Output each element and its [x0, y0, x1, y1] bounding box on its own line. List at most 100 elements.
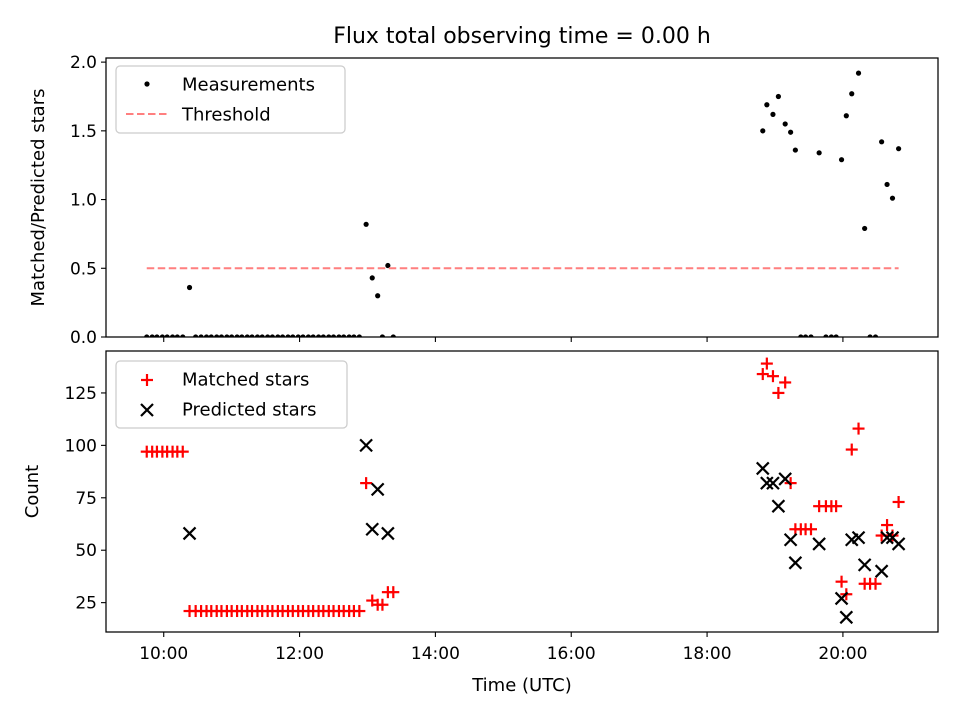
matched-stars-point [376, 598, 389, 611]
measurements-point [154, 334, 160, 337]
bottom-xtick-label: 18:00 [683, 644, 732, 664]
matched-stars-point [779, 376, 792, 389]
matched-stars-point [835, 575, 848, 588]
matched-stars-point [881, 519, 894, 532]
measurements-point [149, 334, 155, 337]
measurements-point [760, 128, 766, 134]
legend-measurements-label: Measurements [182, 75, 315, 96]
measurements-point [363, 221, 369, 227]
measurements-point [379, 334, 386, 337]
predicted-stars-point [359, 438, 373, 453]
bottom-xtick-label: 20:00 [818, 644, 867, 664]
measurements-point [802, 334, 809, 337]
top-ytick-layer: 0.0 0.5 1.0 1.5 2.0 [70, 53, 106, 348]
measurements-point [315, 334, 322, 337]
predicted-stars-point [778, 472, 792, 486]
measurements-point [390, 334, 396, 337]
measurements-point [239, 334, 245, 337]
bottom-ytick-label: 75 [75, 489, 97, 509]
bottom-legend: Matched stars Predicted stars [115, 360, 348, 429]
bottom-xtick-label: 16:00 [547, 644, 596, 664]
measurements-point [224, 334, 230, 337]
matched-stars-point [766, 370, 779, 383]
measurements-point [244, 334, 250, 337]
measurements-point [346, 334, 352, 337]
predicted-stars-point [880, 530, 894, 545]
measurements-point [326, 334, 332, 337]
top-xtick-layer [163, 337, 844, 342]
measurements-point [764, 102, 770, 108]
predicted-stars-point [812, 537, 826, 551]
measurements-point [351, 334, 357, 337]
top-legend-box [115, 65, 346, 134]
bottom-xtick-layer: 10:00 12:00 14:00 16:00 18:00 20:00 [139, 632, 867, 664]
measurements-point [849, 91, 855, 97]
measurements-point [279, 334, 286, 337]
measurements-point [164, 334, 170, 337]
bottom-plot-area [140, 357, 906, 625]
measurements-point [203, 334, 210, 337]
top-ytick-label: 0.0 [70, 328, 97, 348]
bottom-ytick-layer: 25 50 75 100 125 [65, 384, 106, 614]
predicted-stars-point [834, 591, 849, 606]
measurements-point [180, 334, 186, 337]
bottom-ytick-label: 100 [65, 436, 97, 456]
predicted-stars-point [365, 522, 380, 537]
measurements-point [823, 334, 829, 337]
matched-stars-point [360, 477, 373, 490]
predicted-stars-point [851, 530, 866, 545]
measurements-point [169, 334, 176, 337]
measurements-point [872, 334, 879, 337]
measurements-point [234, 334, 240, 337]
bottom-xlabel: Time (UTC) [471, 675, 572, 696]
predicted-stars-point [760, 476, 774, 490]
matched-stars-point [760, 357, 773, 370]
predicted-stars-point [370, 482, 385, 497]
measurements-point [310, 334, 316, 337]
bottom-axes-frame [105, 350, 939, 633]
measurements-point [249, 334, 255, 337]
matched-stars-point [869, 577, 882, 590]
measurements-point [159, 334, 165, 337]
bottom-panel: 25 50 75 100 125 10:00 12:00 14:00 16:00 18:00 20… [22, 350, 939, 696]
measurements-point [218, 334, 225, 337]
measurements-point [174, 334, 180, 337]
measurements-point [265, 334, 271, 337]
legend-threshold-label: Threshold [181, 105, 271, 126]
predicted-stars-point [182, 526, 197, 541]
measurements-point [295, 334, 301, 337]
bottom-xtick-label: 12:00 [275, 644, 324, 664]
measurements-point [229, 334, 235, 337]
matched-stars-point [892, 495, 905, 508]
top-panel: 0.00.51.01.52.0 Matched/Predicted stars … [28, 53, 939, 348]
measurements-point [375, 293, 381, 299]
predicted-stars-point [783, 532, 798, 547]
legend-predicted-stars-label: Predicted stars [182, 400, 316, 421]
measurements-point [770, 111, 776, 117]
measurements-point [369, 275, 375, 281]
top-ytick-label: 1.0 [70, 191, 97, 211]
figure-title: Flux total observing time = 0.00 h [333, 24, 711, 49]
measurements-point [186, 284, 193, 291]
measurements-point [198, 334, 204, 337]
predicted-stars-point [755, 461, 770, 476]
measurements-point [788, 129, 794, 135]
bottom-ytick-label: 125 [65, 384, 97, 404]
top-ytick-label: 0.5 [70, 259, 97, 279]
measurements-point [808, 334, 814, 337]
measurements-point [144, 334, 150, 337]
measurements-point [259, 334, 265, 337]
measurements-point [285, 334, 291, 337]
predicted-stars-point [766, 476, 780, 490]
measurements-point [214, 334, 220, 337]
top-legend: Measurements Threshold [115, 65, 346, 134]
top-ytick-label: 1.5 [70, 122, 97, 142]
legend-predicted-stars-marker [140, 403, 154, 417]
measurements-point [816, 150, 822, 156]
measurements-point [855, 70, 862, 76]
predicted-stars-point [891, 537, 906, 551]
top-ylabel: Matched/Predicted stars [28, 89, 49, 307]
matched-stars-point [353, 605, 366, 618]
measurements-point [385, 262, 391, 269]
